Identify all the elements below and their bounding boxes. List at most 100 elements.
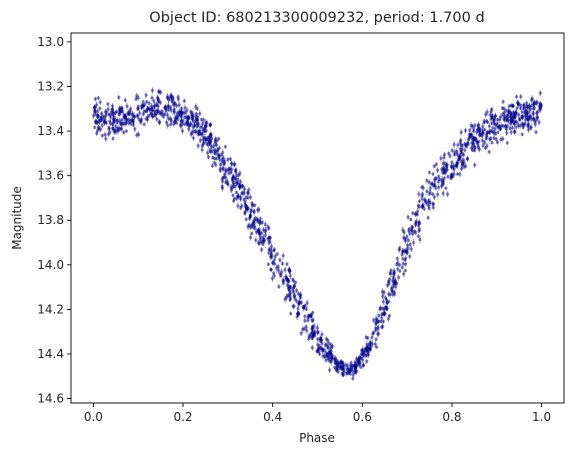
data-point (171, 97, 175, 101)
data-point (488, 113, 492, 117)
data-point (315, 326, 319, 330)
data-point (188, 122, 192, 126)
data-point (254, 230, 259, 234)
data-point (231, 183, 235, 187)
data-point (107, 127, 111, 131)
data-point (204, 123, 208, 128)
data-point (335, 368, 339, 372)
data-point (472, 142, 476, 146)
data-point (310, 336, 314, 341)
data-point (383, 311, 387, 316)
data-point (316, 337, 320, 341)
data-point (410, 225, 415, 229)
data-point (296, 312, 300, 316)
data-point (428, 190, 432, 194)
data-point (288, 291, 293, 295)
data-point (539, 107, 543, 111)
data-point (317, 344, 321, 348)
data-point (402, 235, 406, 240)
data-point (281, 278, 285, 283)
data-point (189, 132, 193, 136)
data-point (373, 342, 377, 346)
data-point (342, 366, 346, 370)
data-point (186, 123, 191, 127)
data-point (390, 289, 395, 293)
data-point (233, 162, 237, 166)
data-point (391, 278, 395, 282)
data-point (173, 102, 177, 106)
data-point (310, 327, 314, 331)
data-point (281, 281, 285, 285)
data-point (396, 267, 400, 271)
data-point (227, 171, 231, 175)
data-point (151, 109, 155, 113)
data-point (221, 151, 225, 155)
data-point (330, 357, 334, 361)
data-point (456, 157, 460, 162)
data-point (434, 186, 438, 190)
data-point (423, 198, 427, 202)
data-point (114, 130, 118, 134)
data-point (111, 111, 116, 116)
data-point (201, 142, 205, 146)
data-point (403, 258, 407, 262)
data-point (416, 234, 420, 238)
data-point (213, 137, 218, 141)
data-point (385, 305, 389, 310)
data-point (461, 158, 465, 162)
data-point (431, 172, 435, 176)
data-point (531, 102, 536, 106)
data-point (407, 229, 411, 233)
data-point (267, 251, 271, 255)
data-point (502, 106, 506, 111)
data-point (464, 143, 469, 147)
data-point (328, 359, 332, 364)
data-point (335, 361, 339, 366)
data-point (218, 168, 222, 172)
data-point (269, 268, 273, 272)
data-point (222, 175, 226, 179)
data-point (506, 118, 510, 122)
data-point (98, 120, 102, 124)
data-point (467, 136, 472, 140)
data-point (190, 131, 194, 135)
data-point (403, 237, 407, 241)
data-point (340, 366, 344, 371)
data-point (220, 186, 225, 190)
data-point (482, 119, 486, 123)
data-point (444, 186, 448, 190)
data-point (178, 123, 182, 127)
data-point (175, 114, 179, 118)
data-point (400, 250, 405, 254)
data-point (515, 106, 519, 110)
data-point (258, 217, 263, 221)
data-point (198, 132, 202, 136)
data-point (406, 238, 410, 242)
data-point (350, 365, 354, 369)
data-point (518, 123, 522, 128)
data-point (398, 269, 402, 273)
data-point (263, 229, 267, 234)
data-point (208, 122, 213, 127)
data-point (282, 279, 286, 283)
data-point (141, 104, 145, 108)
data-point (509, 118, 513, 122)
data-point (445, 165, 449, 170)
data-point (260, 231, 264, 235)
data-point (298, 294, 302, 298)
data-point (468, 128, 472, 132)
data-point (287, 268, 292, 272)
data-point (168, 105, 173, 109)
data-point (387, 300, 391, 304)
data-point (177, 114, 181, 118)
data-point (198, 129, 202, 133)
data-point (516, 101, 520, 105)
data-point (500, 123, 504, 128)
data-point (238, 180, 243, 184)
data-point (221, 166, 225, 170)
data-point (526, 123, 530, 128)
data-point (485, 110, 489, 114)
data-point (412, 229, 417, 234)
data-point (489, 117, 493, 121)
data-point (522, 106, 526, 111)
